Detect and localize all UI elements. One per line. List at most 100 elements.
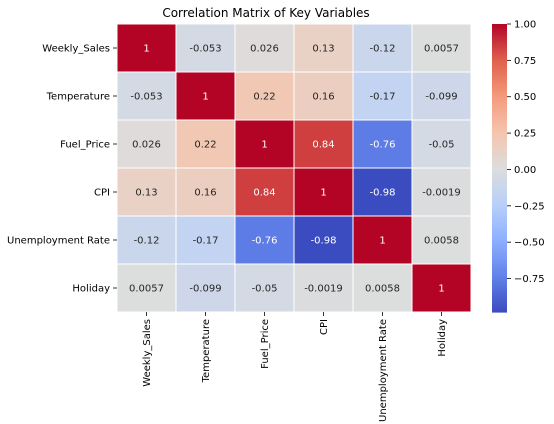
colorbar-segment [492, 268, 507, 272]
colorbar-segment [492, 168, 507, 171]
colorbar-segment [492, 84, 507, 87]
colorbar-segment [492, 139, 507, 143]
colorbar-segment [492, 26, 507, 30]
colorbar-segment [492, 170, 507, 174]
colorbar-segment [492, 175, 507, 179]
cell-value-label: 0.026 [250, 44, 279, 55]
colorbar-segment [492, 228, 507, 231]
colorbar-segment [492, 132, 507, 135]
cell-value-label: -0.12 [134, 236, 160, 247]
cell-value-label: 0.13 [312, 44, 334, 55]
colorbar-segment [492, 40, 507, 44]
colorbar-segment [492, 290, 507, 294]
heatmap-cell [175, 119, 236, 169]
colorbar-segment [492, 122, 507, 126]
cell-value-label: -0.053 [189, 44, 221, 55]
colorbar-segment [492, 261, 507, 265]
colorbar-segment [492, 165, 507, 169]
colorbar-segment [492, 252, 507, 255]
column-tick-label: Temperature [201, 319, 212, 383]
heatmap-cell [411, 71, 472, 121]
colorbar-segment [492, 156, 507, 159]
colorbar-segment [492, 172, 507, 176]
colorbar-tick-label: 0.75 [514, 56, 536, 67]
colorbar-segment [492, 64, 507, 68]
colorbar-segment [492, 153, 507, 157]
colorbar-segment [492, 240, 507, 243]
colorbar-segment [492, 163, 507, 167]
colorbar-segment [492, 151, 507, 155]
colorbar-segment [492, 237, 507, 241]
colorbar-segment [492, 235, 507, 239]
colorbar-segment [492, 204, 507, 207]
colorbar-segment [492, 86, 507, 90]
cell-value-label: -0.17 [370, 92, 396, 103]
colorbar-segment [492, 280, 507, 284]
cell-value-label: 0.22 [253, 92, 275, 103]
column-tick-label: Holiday [437, 319, 448, 357]
cell-value-label: -0.0019 [422, 188, 461, 199]
colorbar-tick-label: −0.25 [514, 201, 545, 212]
colorbar-segment [492, 192, 507, 195]
cell-value-label: 0.84 [253, 188, 275, 199]
heatmap-cell [352, 263, 413, 313]
cell-value-label: 0.16 [312, 92, 334, 103]
colorbar-segment [492, 184, 507, 188]
colorbar-segment [492, 79, 507, 83]
colorbar-segment [492, 52, 507, 56]
colorbar-segment [492, 124, 507, 128]
cell-value-label: 0.026 [132, 140, 161, 151]
colorbar-segment [492, 288, 507, 291]
heatmap-cell [234, 23, 295, 73]
colorbar-segment [492, 189, 507, 193]
colorbar-segment [492, 88, 507, 92]
colorbar: 1.00 0.75 0.50 0.25 0.00 −0.25 −0.50 −0.75 [492, 20, 545, 313]
heatmap-cell [175, 23, 236, 73]
cell-value-label: -0.98 [311, 236, 337, 247]
colorbar-segment [492, 223, 507, 227]
colorbar-segment [492, 292, 507, 296]
colorbar-segment [492, 220, 507, 224]
colorbar-segment [492, 45, 507, 49]
colorbar-segment [492, 230, 507, 234]
cell-value-label: -0.053 [130, 92, 162, 103]
colorbar-segment [492, 254, 507, 258]
cell-value-label: 0.0058 [365, 284, 400, 295]
cell-value-label: 0.22 [194, 140, 216, 151]
heatmap-cell [411, 263, 472, 313]
heatmap-cell [411, 119, 472, 169]
colorbar-segment [492, 96, 507, 99]
colorbar-tick-label: 0.00 [514, 165, 536, 176]
heatmap-cells: 1 -0.053 0.026 0.13 -0.12 0.0057 -0.053 1 0.22 0.… [116, 23, 472, 313]
colorbar-segment [492, 105, 507, 109]
cell-value-label: -0.0019 [304, 284, 343, 295]
cell-value-label: -0.17 [193, 236, 219, 247]
cell-value-label: 0.16 [194, 188, 216, 199]
colorbar-tick-label: −0.50 [514, 238, 545, 249]
colorbar-tick-label: −0.75 [514, 274, 545, 285]
cell-value-label: 0.13 [135, 188, 157, 199]
heatmap-cell [234, 119, 295, 169]
cell-value-label: -0.76 [252, 236, 278, 247]
colorbar-segment [492, 201, 507, 205]
column-labels: Weekly_Sales Temperature Fuel_Price CPI Unem… [142, 312, 448, 422]
colorbar-segment [492, 144, 507, 147]
colorbar-tick-label: 0.50 [514, 92, 536, 103]
colorbar-segment [492, 247, 507, 251]
heatmap-cell [293, 71, 354, 121]
colorbar-segment [492, 98, 507, 102]
colorbar-segment [492, 117, 507, 121]
colorbar-segment [492, 304, 507, 308]
colorbar-segment [492, 160, 507, 164]
colorbar-segment [492, 136, 507, 140]
colorbar-segment [492, 57, 507, 61]
heatmap-cell [175, 215, 236, 265]
heatmap-cell [234, 167, 295, 217]
colorbar-segment [492, 216, 507, 219]
colorbar-segment [492, 129, 507, 133]
colorbar-segment [492, 115, 507, 119]
colorbar-segment [492, 134, 507, 138]
row-tick-label: Fuel_Price [60, 140, 110, 151]
colorbar-segment [492, 276, 507, 279]
heatmap-cell [175, 71, 236, 121]
